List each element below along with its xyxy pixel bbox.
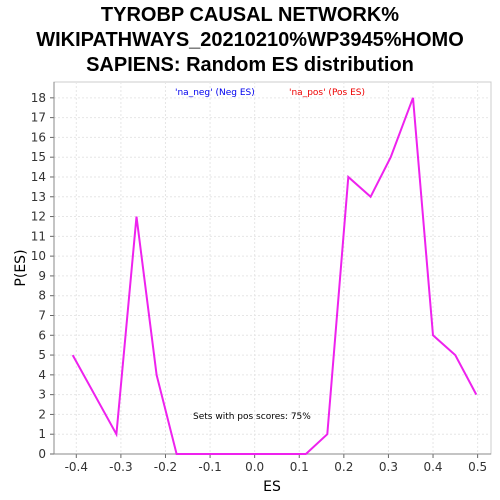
y-tick-label: 1 (38, 427, 46, 441)
x-tick-label: 0.0 (245, 460, 264, 474)
y-tick-label: 7 (38, 308, 46, 322)
title-line-1: TYROBP CAUSAL NETWORK% (101, 4, 399, 26)
x-tick-label: -0.1 (198, 460, 221, 474)
x-tick-label: 0.5 (468, 460, 487, 474)
y-tick-label: 5 (38, 348, 46, 362)
y-tick-label: 0 (38, 447, 46, 461)
y-tick-label: 12 (31, 210, 46, 224)
legend-neg: 'na_neg' (Neg ES) (175, 88, 255, 98)
y-tick-label: 11 (31, 229, 46, 243)
y-tick-label: 9 (38, 269, 46, 283)
x-tick-label: 0.1 (290, 460, 309, 474)
chart-title: TYROBP CAUSAL NETWORK% WIKIPATHWAYS_2021… (36, 4, 464, 76)
y-tick-label: 10 (31, 249, 46, 263)
y-tick-label: 6 (38, 328, 46, 342)
title-line-3: SAPIENS: Random ES distribution (86, 54, 414, 76)
x-tick-label: 0.2 (334, 460, 353, 474)
x-tick-label: 0.3 (379, 460, 398, 474)
y-tick-label: 14 (31, 170, 46, 184)
y-tick-label: 18 (31, 91, 46, 105)
y-tick-label: 15 (31, 150, 46, 164)
y-tick-label: 2 (38, 407, 46, 421)
x-tick-label: 0.4 (423, 460, 442, 474)
y-tick-label: 13 (31, 190, 46, 204)
pos-score-annotation: Sets with pos scores: 75% (193, 412, 311, 422)
x-tick-label: -0.2 (154, 460, 177, 474)
y-tick-label: 4 (38, 368, 46, 382)
title-line-2: WIKIPATHWAYS_20210210%WP3945%HOMO (36, 29, 464, 51)
x-axis-label: ES (263, 479, 281, 495)
legend-pos: 'na_pos' (Pos ES) (289, 88, 365, 98)
y-tick-label: 16 (31, 130, 46, 144)
y-tick-label: 3 (38, 388, 46, 402)
y-tick-label: 17 (31, 111, 46, 125)
x-tick-label: -0.3 (109, 460, 132, 474)
y-axis-label: P(ES) (13, 249, 29, 286)
x-tick-label: -0.4 (65, 460, 88, 474)
y-tick-label: 8 (38, 289, 46, 303)
